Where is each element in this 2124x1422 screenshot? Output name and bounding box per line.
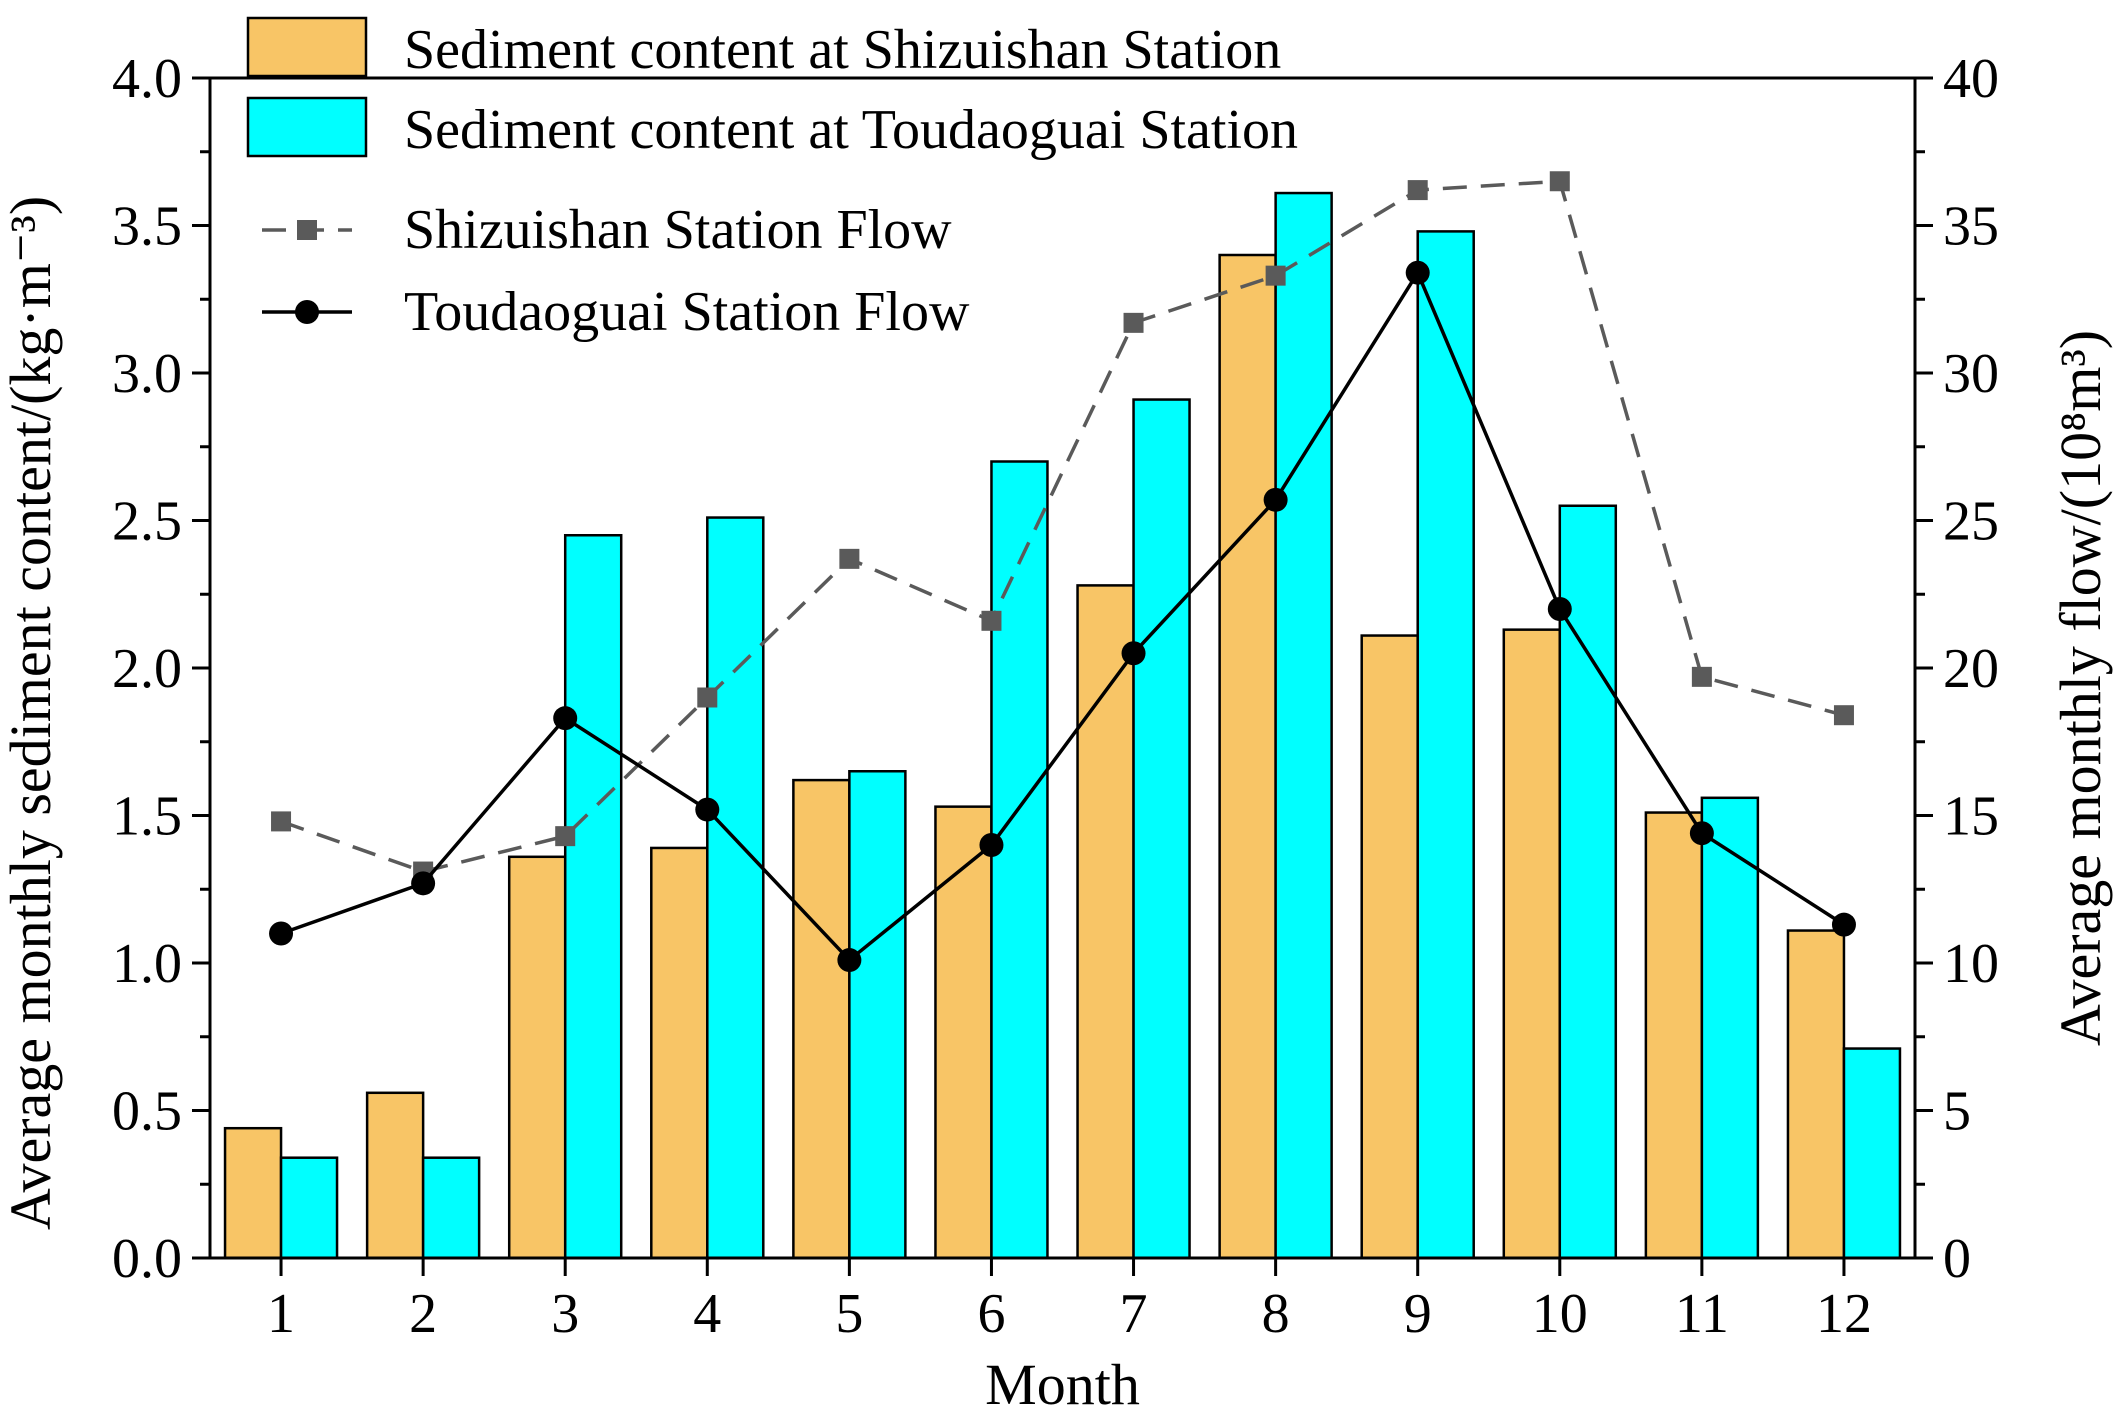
x-tick-label: 11 — [1675, 1283, 1729, 1345]
x-tick-label: 3 — [551, 1283, 579, 1345]
bar — [421, 1156, 481, 1260]
legend: Sediment content at Shizuishan Station Se… — [246, 16, 1298, 343]
bar — [706, 516, 765, 1260]
y-axis-right-title: Average monthly flow/(10⁸m³) — [2048, 330, 2113, 1046]
x-tick-label: 1 — [267, 1283, 295, 1345]
legend-label: Sediment content at Toudaoguai Station — [404, 99, 1298, 161]
y-right-tick-label: 30 — [1943, 343, 1999, 405]
x-axis-title: Month — [985, 1352, 1140, 1417]
line-point — [1691, 666, 1712, 687]
y-left-tick-label: 3.5 — [112, 196, 182, 258]
line-point — [553, 706, 578, 731]
line-point — [269, 921, 294, 946]
bar — [848, 770, 907, 1260]
legend-marker — [297, 220, 317, 240]
y-right-tick-label: 10 — [1943, 933, 1999, 995]
line-point — [837, 948, 862, 973]
x-tick-label: 12 — [1816, 1283, 1872, 1345]
x-tick-label: 6 — [977, 1283, 1005, 1345]
line-point — [1407, 180, 1428, 201]
y-right-tick-label: 20 — [1943, 638, 1999, 700]
line-point — [271, 811, 292, 832]
y-left-tick-label: 2.0 — [112, 638, 182, 700]
line-point — [981, 610, 1002, 631]
x-tick-label: 2 — [409, 1283, 437, 1345]
bar — [279, 1156, 339, 1260]
line-point — [411, 871, 436, 896]
bar — [1842, 1047, 1902, 1260]
y-right-tick-label: 40 — [1943, 48, 1999, 110]
bar — [1274, 191, 1333, 1260]
bar — [1502, 628, 1562, 1260]
x-tick-label: 8 — [1262, 1283, 1290, 1345]
legend-swatch — [246, 96, 368, 158]
line-point — [1833, 705, 1854, 726]
line-point — [555, 826, 576, 847]
bar — [365, 1091, 425, 1260]
bar — [990, 460, 1049, 1260]
lines-layer — [269, 171, 1856, 973]
legend-label: Sediment content at Shizuishan Station — [404, 19, 1281, 81]
ticks-layer: 0.00.51.01.52.02.53.03.54.00510152025303… — [112, 48, 1999, 1345]
bar — [223, 1126, 283, 1260]
x-tick-label: 9 — [1404, 1283, 1432, 1345]
series-line — [280, 268, 1845, 963]
y-left-tick-label: 2.5 — [112, 491, 182, 553]
x-tick-label: 4 — [693, 1283, 721, 1345]
bar — [934, 805, 993, 1260]
bar — [1076, 584, 1135, 1260]
bar — [563, 534, 623, 1260]
line-point — [839, 548, 860, 569]
line-point — [1123, 312, 1144, 333]
x-tick-label: 5 — [835, 1283, 863, 1345]
bar — [1132, 398, 1191, 1260]
line-point — [697, 687, 718, 708]
bar — [792, 778, 851, 1260]
bars-layer — [223, 191, 1902, 1260]
bar — [507, 855, 567, 1260]
line-point — [1121, 641, 1146, 666]
line-point — [1831, 912, 1856, 937]
x-tick-label: 10 — [1532, 1283, 1588, 1345]
y-right-tick-label: 25 — [1943, 491, 1999, 553]
line-point — [1549, 171, 1570, 192]
bar — [1786, 929, 1846, 1260]
y-left-tick-label: 3.0 — [112, 343, 182, 405]
legend-swatch — [246, 16, 368, 78]
series-line — [280, 179, 1845, 874]
bar — [1360, 634, 1419, 1260]
x-tick-label: 7 — [1120, 1283, 1148, 1345]
y-left-tick-label: 4.0 — [112, 48, 182, 110]
bar — [1416, 230, 1475, 1260]
y-left-tick-label: 0.0 — [112, 1228, 182, 1290]
line-point — [979, 833, 1004, 857]
legend-marker — [295, 300, 319, 324]
legend-label: Toudaoguai Station Flow — [404, 281, 970, 343]
y-right-tick-label: 35 — [1943, 196, 1999, 258]
line-point — [1689, 821, 1714, 846]
bar — [1218, 253, 1277, 1260]
line-point — [695, 797, 720, 822]
bar — [650, 846, 709, 1260]
line-point — [1547, 597, 1572, 621]
line-point — [1405, 260, 1430, 285]
bar — [1644, 811, 1704, 1260]
y-right-tick-label: 15 — [1943, 786, 1999, 848]
y-left-tick-label: 1.5 — [112, 786, 182, 848]
y-left-tick-label: 1.0 — [112, 933, 182, 995]
y-left-tick-label: 0.5 — [112, 1081, 182, 1143]
y-right-tick-label: 5 — [1943, 1081, 1971, 1143]
y-right-tick-label: 0 — [1943, 1228, 1971, 1290]
line-point — [1265, 265, 1286, 286]
bar — [1700, 796, 1760, 1260]
line-point — [1263, 487, 1288, 512]
y-axis-left-title: Average monthly sediment content/(kg·m⁻³… — [0, 196, 63, 1230]
legend-label: Shizuishan Station Flow — [404, 199, 952, 261]
bar — [1558, 504, 1618, 1260]
